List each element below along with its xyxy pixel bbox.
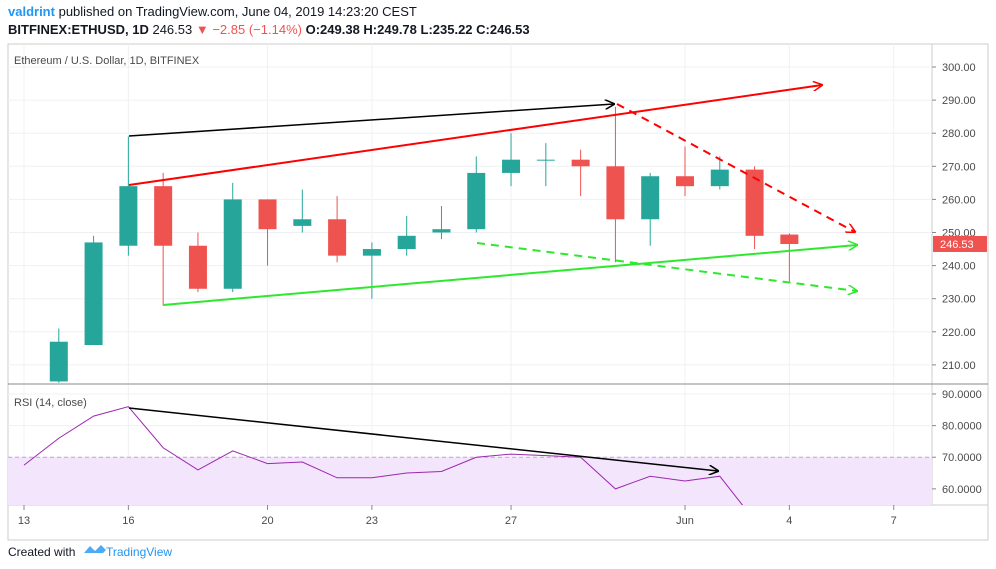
- x-tick-label: Jun: [676, 515, 694, 527]
- y-tick-label: 80.0000: [942, 421, 982, 433]
- y-tick-label: 300.00: [942, 62, 976, 74]
- rsi-line: [23, 406, 744, 505]
- candle-body: [223, 199, 242, 289]
- header-line-2: BITFINEX:ETHUSD, 1D 246.53 ▼ −2.85 (−1.1…: [8, 22, 530, 37]
- ohlc: O:249.38 H:249.78 L:235.22 C:246.53: [306, 22, 530, 37]
- y-tick-label: 210.00: [942, 360, 976, 372]
- x-tick-label: 13: [18, 515, 30, 527]
- trend-arrow: [616, 103, 855, 232]
- x-tick-label: 16: [122, 515, 134, 527]
- candle-body: [780, 234, 799, 244]
- y-tick-label: 290.00: [942, 95, 976, 107]
- candle-body: [745, 169, 764, 236]
- candle-body: [84, 242, 103, 346]
- x-tick-label: 20: [261, 515, 273, 527]
- candle-body: [188, 245, 207, 289]
- x-tick-label: 27: [505, 515, 517, 527]
- candle-body: [397, 235, 416, 250]
- y-tick-label: 70.0000: [942, 452, 982, 464]
- drawings: [128, 85, 857, 471]
- candle-body: [641, 176, 660, 220]
- trend-arrow: [128, 407, 718, 471]
- y-tick-label: 260.00: [942, 194, 976, 206]
- candle-body: [502, 159, 521, 173]
- last-price-label: 246.53: [940, 239, 974, 251]
- author: valdrint: [8, 4, 56, 19]
- y-tick-label: 240.00: [942, 261, 976, 273]
- y-tick-label: 270.00: [942, 161, 976, 173]
- last-price-box: [933, 235, 987, 252]
- candle-body: [293, 219, 312, 226]
- candle-body: [154, 186, 173, 246]
- y-tick-label: 90.0000: [942, 389, 982, 401]
- x-tick-label: 4: [786, 515, 792, 527]
- footer-created: Created with: [8, 545, 75, 559]
- rsi-band: [8, 457, 932, 505]
- x-tick-label: 7: [891, 515, 897, 527]
- candle-body: [571, 159, 590, 167]
- candle-body: [432, 229, 451, 233]
- footer-brand: TradingView: [106, 545, 172, 559]
- candle-body: [49, 341, 68, 382]
- trend-arrow: [128, 85, 822, 186]
- y-tick-label: 60.0000: [942, 484, 982, 496]
- trend-arrow: [162, 245, 857, 306]
- price-pane-title: Ethereum / U.S. Dollar, 1D, BITFINEX: [14, 55, 200, 67]
- price: 246.53: [152, 22, 192, 37]
- trend-arrow: [476, 242, 857, 291]
- y-tick-label: 220.00: [942, 327, 976, 339]
- logo: [84, 545, 106, 553]
- candle-body: [675, 176, 694, 187]
- candle-body: [328, 219, 347, 256]
- candle-body: [710, 169, 729, 187]
- candle-body: [467, 172, 486, 230]
- x-tick-label: 23: [366, 515, 378, 527]
- y-tick-label: 280.00: [942, 128, 976, 140]
- candle-body: [362, 249, 381, 256]
- candle-body: [258, 199, 277, 230]
- header-line-1: valdrint published on TradingView.com, J…: [8, 4, 417, 19]
- trend-arrow: [128, 104, 614, 137]
- chart-frame: [7, 43, 989, 541]
- candle-body: [606, 166, 625, 220]
- candle-body: [119, 186, 138, 246]
- y-tick-label: 230.00: [942, 294, 976, 306]
- change: ▼ −2.85 (−1.14%): [196, 22, 302, 37]
- published: published on TradingView.com, June 04, 2…: [59, 4, 417, 19]
- rsi-pane-title: RSI (14, close): [14, 397, 87, 409]
- candle-body: [536, 159, 555, 161]
- symbol: BITFINEX:ETHUSD, 1D: [8, 22, 149, 37]
